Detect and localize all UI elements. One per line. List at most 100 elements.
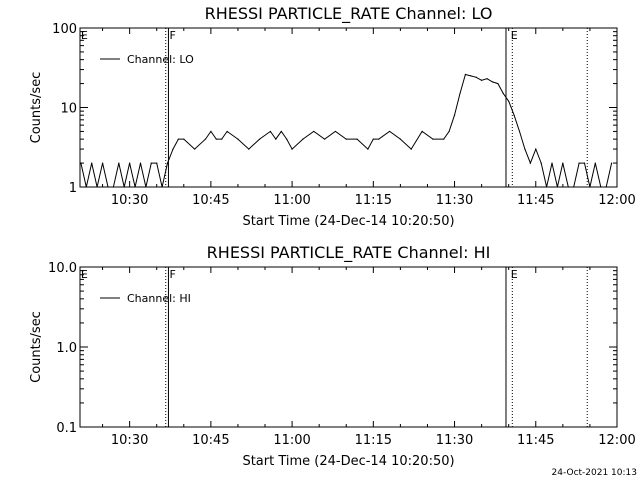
data-point xyxy=(578,162,580,164)
x-tick-label: 11:30 xyxy=(436,193,473,208)
data-point xyxy=(112,186,114,188)
data-point xyxy=(204,138,207,140)
data-point xyxy=(448,130,450,133)
data-point xyxy=(334,130,337,133)
data-point xyxy=(323,138,326,140)
data-point xyxy=(573,186,575,188)
data-point xyxy=(551,162,553,164)
data-point xyxy=(145,186,147,188)
y-tick-label: 1.0 xyxy=(56,341,77,356)
data-point xyxy=(80,162,82,164)
data-point xyxy=(524,148,526,150)
data-point xyxy=(118,162,120,164)
series-line xyxy=(80,73,613,188)
y-tick-label: 10.0 xyxy=(48,261,77,276)
data-point xyxy=(546,186,548,188)
data-point xyxy=(399,138,401,140)
data-point xyxy=(508,100,510,102)
data-point xyxy=(443,138,445,140)
data-point xyxy=(410,148,412,150)
data-point xyxy=(356,138,358,140)
x-tick-label: 11:30 xyxy=(436,433,473,448)
data-point xyxy=(529,162,531,164)
x-tick-label: 11:00 xyxy=(273,433,310,448)
data-point xyxy=(594,162,596,164)
data-point xyxy=(275,138,277,140)
x-tick-label: 12:00 xyxy=(598,433,635,448)
flag-label: F xyxy=(170,29,176,42)
x-tick-label: 10:45 xyxy=(192,193,229,208)
data-point xyxy=(502,92,504,95)
flag-label: E xyxy=(81,29,88,42)
chart-title: RHESSI PARTICLE_RATE Channel: LO xyxy=(205,4,493,24)
data-point xyxy=(378,138,380,140)
y-tick-label: 1 xyxy=(69,181,77,196)
data-point xyxy=(481,79,483,81)
data-point xyxy=(556,186,559,188)
legend-label: Channel: LO xyxy=(127,53,194,66)
x-tick-label: 11:45 xyxy=(517,193,554,208)
data-point xyxy=(540,162,542,164)
data-point xyxy=(123,186,125,188)
data-point xyxy=(96,186,98,188)
data-point xyxy=(134,186,136,188)
data-point xyxy=(129,162,131,164)
data-point xyxy=(475,76,477,78)
data-point xyxy=(248,148,250,150)
data-point xyxy=(291,148,293,150)
data-point xyxy=(567,186,569,188)
data-point xyxy=(562,162,564,164)
data-point xyxy=(172,148,174,150)
data-point xyxy=(345,138,347,140)
flag-label: F xyxy=(170,268,176,281)
data-point xyxy=(156,162,158,164)
data-point xyxy=(286,138,288,140)
data-point xyxy=(486,78,488,80)
data-point xyxy=(215,138,217,140)
hi-channel-panel: RHESSI PARTICLE_RATE Channel: HI 10:30 10:… xyxy=(29,243,636,469)
data-point xyxy=(101,162,104,164)
y-tick-label: 0.1 xyxy=(56,421,77,436)
x-tick-label: 11:45 xyxy=(517,433,554,448)
lo-channel-panel: RHESSI PARTICLE_RATE Channel: LO 10:30 10:… xyxy=(29,4,636,229)
data-point xyxy=(313,130,315,133)
data-point xyxy=(139,162,142,164)
data-point xyxy=(464,73,466,76)
y-tick-label: 10 xyxy=(60,102,77,117)
data-point xyxy=(91,162,93,164)
data-point xyxy=(367,148,369,150)
data-point xyxy=(513,114,515,116)
x-tick-label: 11:00 xyxy=(273,193,310,208)
data-point xyxy=(269,130,272,133)
x-tick-label: 10:30 xyxy=(111,193,148,208)
timestamp-footer: 24-Oct-2021 10:13 xyxy=(552,468,637,478)
flag-label: E xyxy=(511,29,518,42)
data-point xyxy=(237,138,239,140)
data-point xyxy=(491,81,494,83)
data-point xyxy=(210,130,212,133)
data-point xyxy=(583,162,586,164)
data-point xyxy=(226,130,228,133)
data-point xyxy=(605,186,607,188)
data-point xyxy=(535,148,537,150)
data-point xyxy=(610,162,613,164)
x-tick-label: 10:45 xyxy=(192,433,229,448)
data-point xyxy=(150,162,152,164)
data-point xyxy=(107,186,109,188)
data-point xyxy=(453,114,456,116)
flag-label: E xyxy=(81,268,88,281)
data-point xyxy=(589,186,591,188)
x-tick-label: 10:30 xyxy=(111,433,148,448)
y-axis-label: Counts/sec xyxy=(29,311,44,383)
data-point xyxy=(194,148,196,150)
y-axis-label: Counts/sec xyxy=(29,72,44,144)
y-tick-label: 100 xyxy=(52,22,77,37)
legend-label: Channel: HI xyxy=(127,292,191,305)
data-point xyxy=(183,138,185,140)
data-point xyxy=(85,186,87,188)
x-tick-label: 11:15 xyxy=(355,433,392,448)
chart-title: RHESSI PARTICLE_RATE Channel: HI xyxy=(207,243,491,263)
data-point xyxy=(177,138,179,140)
data-point xyxy=(161,186,163,188)
flag-label: E xyxy=(511,268,518,281)
